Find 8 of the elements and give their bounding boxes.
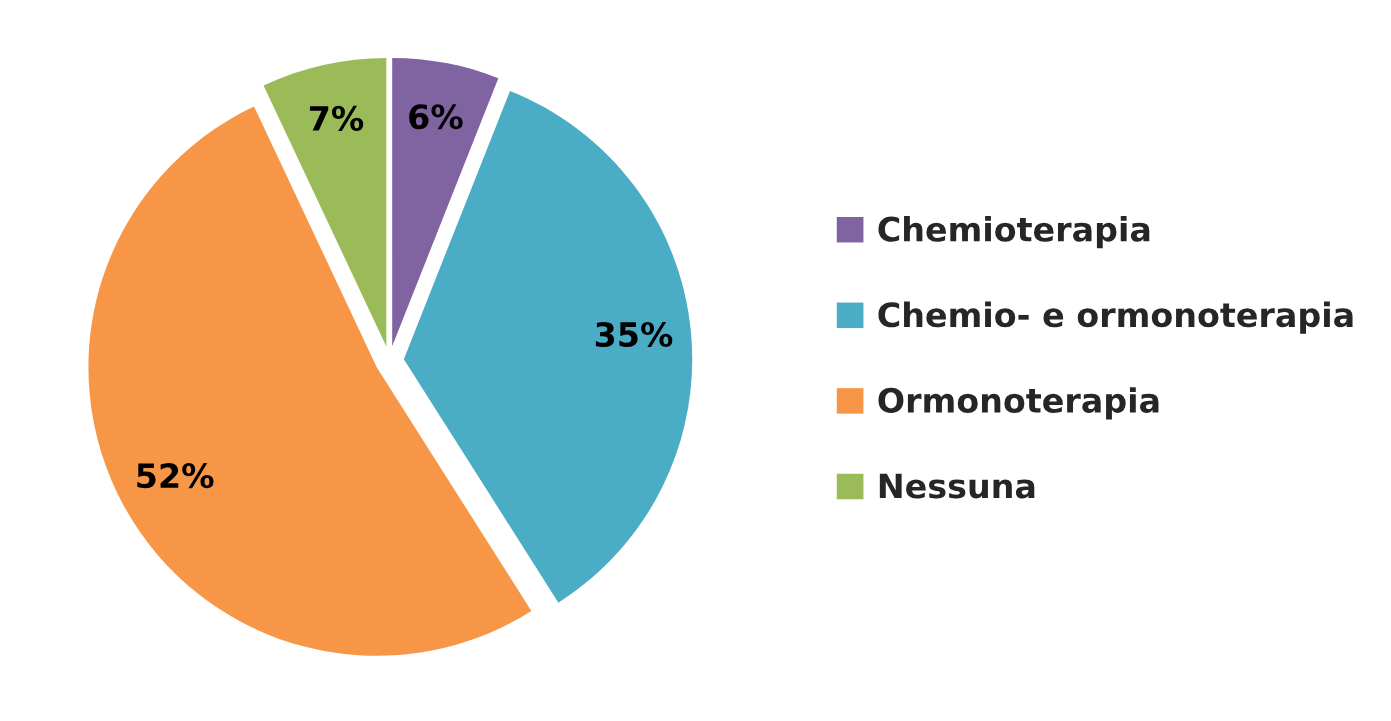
legend-label: Chemioterapia xyxy=(878,215,1150,249)
data-label: 52% xyxy=(137,463,214,489)
data-label: 35% xyxy=(595,321,673,348)
legend-label: Chemio- e ormonoterapia xyxy=(878,301,1353,334)
data-label: 6% xyxy=(409,104,463,130)
legend-label: Nessuna xyxy=(879,473,1035,499)
legend-label: Ormonoterapia xyxy=(878,387,1159,420)
data-label: 7% xyxy=(309,105,364,131)
